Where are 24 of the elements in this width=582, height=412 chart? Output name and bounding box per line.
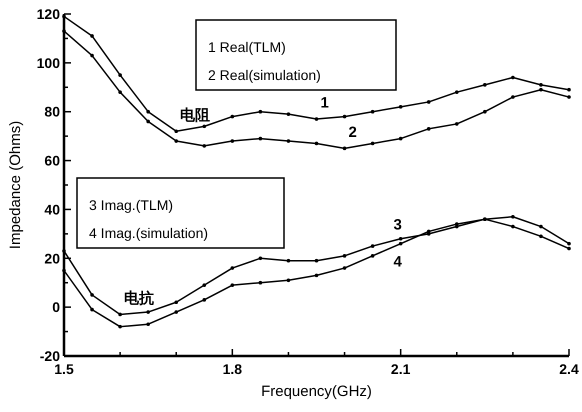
y-tick-label: 120 [36,6,60,22]
annotation: 1 [320,94,329,112]
y-axis-title: Impedance (Ohms) [7,120,24,250]
annotation: 4 [393,254,402,271]
annotation: 4 Imag.(simulation) [89,225,208,241]
x-tick-label: 1.8 [222,361,242,377]
x-tick-label: 2.4 [559,361,579,377]
y-tick-label: -20 [40,348,60,364]
y-tick-label: 0 [52,299,60,316]
annotation: 电阻 [180,106,210,124]
annotation: 3 Imag.(TLM) [89,197,174,213]
x-tick-label: 1.5 [54,361,74,377]
y-tick-label: 40 [44,201,60,218]
x-axis-title: Frequency(GHz) [261,383,372,400]
annotation: 1 Real(TLM) [208,39,286,55]
annotation: 2 Real(simulation) [208,67,321,83]
y-tick-label: 80 [44,104,60,120]
annotation: 电抗 [124,290,154,307]
y-tick-label: 60 [44,152,60,169]
annotation: 3 [393,216,402,234]
y-tick-label: 20 [44,250,60,266]
x-tick-label: 2.1 [390,361,411,377]
annotation: 2 [348,124,357,141]
y-tick-label: 100 [36,54,60,71]
